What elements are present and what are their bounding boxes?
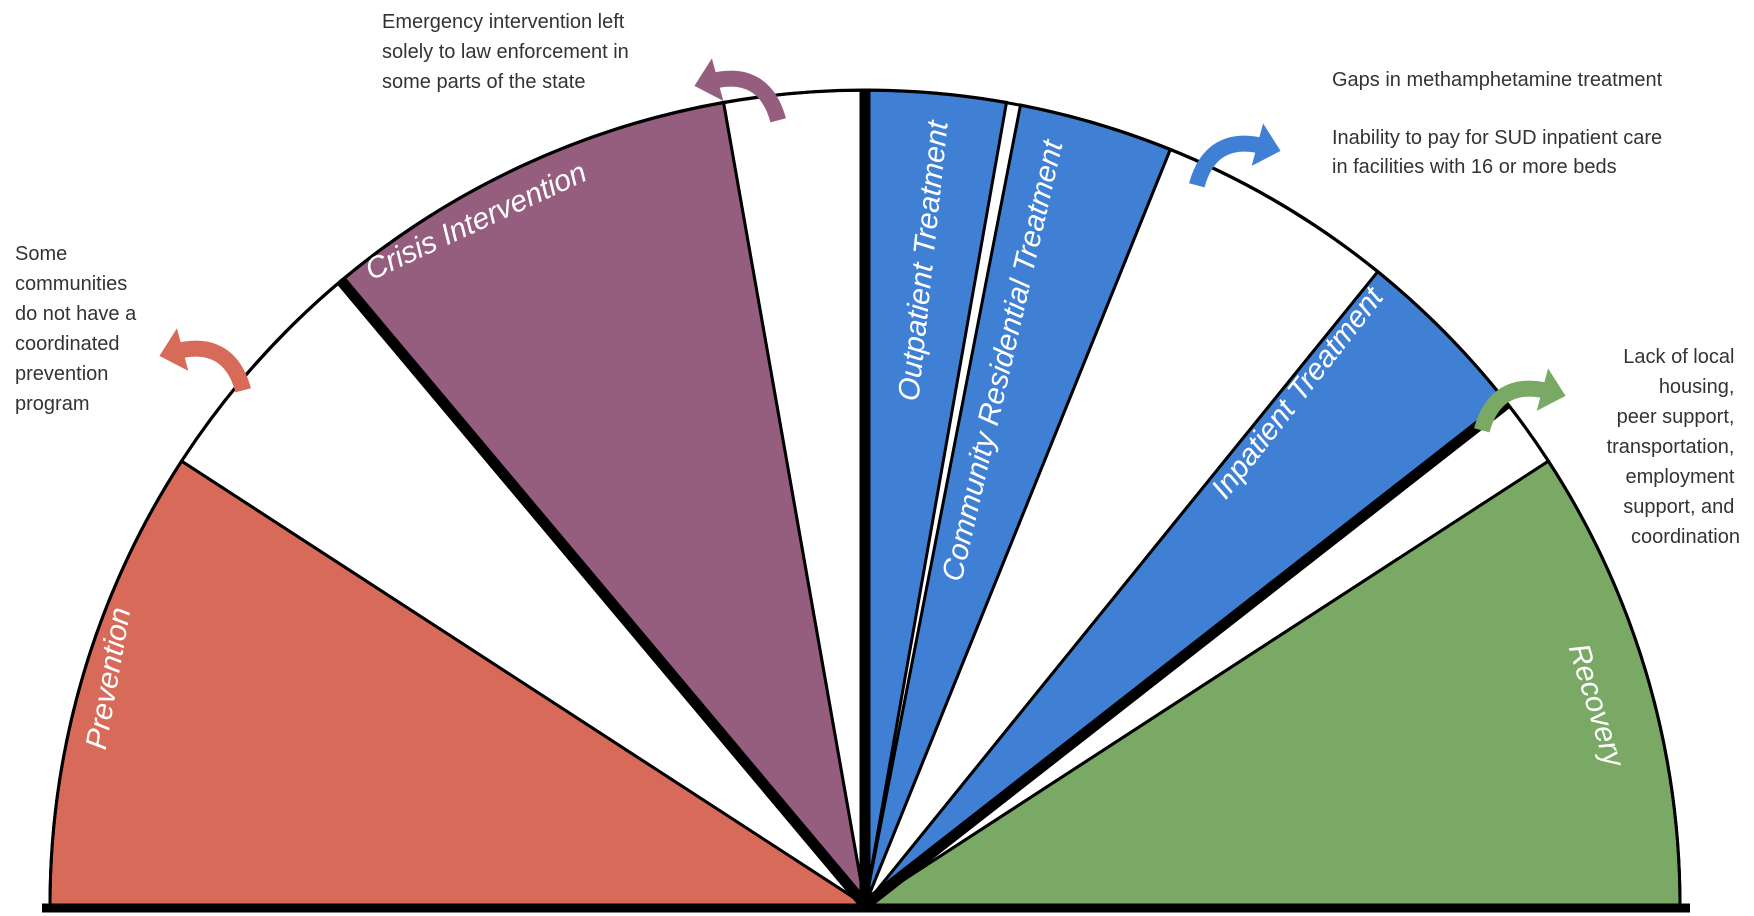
crisis-gap-note: Emergency intervention left solely to la…: [382, 11, 634, 93]
treatment-gap-note-2: Inability to pay for SUD inpatient care …: [1332, 127, 1668, 178]
crisis-gap-arrow-icon: [694, 58, 786, 123]
thick-divider-line: [336, 277, 870, 909]
prevention-gap-arrow-icon: [159, 328, 251, 393]
treatment-gap-note-1: Gaps in methamphetamine treatment: [1332, 69, 1663, 91]
outer-arc: [48, 88, 1682, 906]
gap-arrows: [159, 58, 1566, 433]
recovery-gap-arrow-icon: [1474, 368, 1566, 433]
gap-notes: Some communities do not have a coordinat…: [15, 11, 1740, 548]
thick-dividers: [336, 90, 1511, 910]
thick-divider-line: [861, 398, 1511, 910]
treatment-gap-arrow-icon: [1189, 123, 1281, 188]
prevention-gap-note: Some communities do not have a coordinat…: [15, 243, 142, 415]
recovery-gap-note: Lack of local housing, peer support, tra…: [1607, 346, 1740, 548]
